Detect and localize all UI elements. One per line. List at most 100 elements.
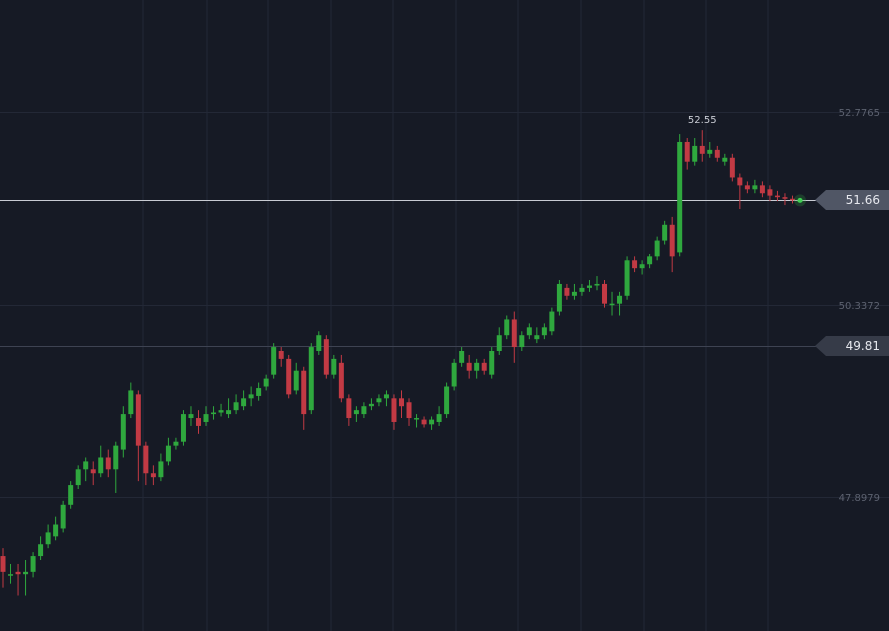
candle-93: [699, 130, 705, 162]
candle-body: [15, 571, 21, 575]
candle-body: [98, 457, 104, 474]
candle-body: [579, 287, 585, 292]
candle-62: [466, 354, 472, 379]
candle-90: [677, 134, 683, 257]
candle-body: [263, 378, 269, 387]
candle-19: [143, 441, 149, 486]
candle-6: [45, 524, 51, 549]
candle-body: [632, 260, 638, 269]
candle-46: [346, 394, 352, 426]
candle-98: [737, 173, 743, 210]
candle-80: [602, 280, 608, 308]
candle-body: [135, 394, 141, 446]
candle-body: [75, 469, 81, 486]
candle-body: [586, 285, 592, 288]
candle-78: [586, 280, 592, 292]
candle-body: [662, 224, 668, 241]
candle-36: [271, 343, 277, 379]
candle-91: [684, 138, 690, 170]
candle-17: [128, 382, 134, 419]
candle-31: [233, 394, 239, 415]
candle-body: [414, 418, 420, 420]
candle-29: [218, 403, 224, 417]
candle-84: [632, 256, 638, 273]
candle-38: [286, 354, 292, 399]
candle-104: [782, 193, 788, 206]
candle-45: [338, 354, 344, 403]
candle-97: [729, 153, 735, 182]
candle-30: [226, 398, 232, 419]
candle-body: [90, 469, 96, 474]
candle-83: [624, 256, 630, 300]
candle-22: [165, 437, 171, 466]
candle-70: [526, 323, 532, 340]
candle-body: [391, 398, 397, 422]
candle-body: [714, 149, 720, 158]
candle-82: [617, 291, 623, 316]
candle-body: [707, 149, 713, 154]
price-labels: 51.66 49.81 52.55: [688, 115, 889, 356]
candle-7: [53, 516, 59, 541]
candle-86: [647, 253, 653, 269]
candle-50: [376, 394, 382, 407]
candle-body: [759, 185, 765, 194]
y-tick-label-1: 50.3372: [839, 301, 880, 312]
y-tick-label-0: 52.7765: [839, 108, 880, 119]
candle-body: [195, 418, 201, 426]
price-tag-label-0: 51.66: [846, 193, 880, 207]
last-price-dot: [797, 197, 803, 203]
candle-51: [383, 390, 389, 407]
candle-60: [451, 358, 457, 391]
candle-28: [211, 406, 217, 420]
candle-body: [399, 398, 404, 407]
candle-body: [83, 461, 89, 470]
candle-87: [654, 236, 660, 261]
candle-body: [346, 398, 352, 419]
candle-64: [481, 358, 487, 375]
candle-96: [722, 153, 728, 166]
candle-body: [639, 264, 645, 269]
candle-8: [60, 500, 66, 533]
candle-body: [256, 388, 262, 396]
candle-body: [692, 145, 698, 162]
candle-body: [617, 295, 623, 304]
candle-48: [361, 402, 367, 419]
candle-body: [624, 260, 630, 296]
candle-body: [323, 339, 329, 375]
candle-body: [331, 358, 337, 375]
candle-34: [256, 382, 262, 401]
candle-14: [105, 449, 111, 478]
candle-body: [173, 441, 179, 446]
candle-body: [233, 402, 239, 411]
candle-79: [594, 276, 600, 291]
candle-68: [511, 311, 517, 363]
candle-27: [203, 406, 209, 426]
candle-69: [519, 331, 525, 351]
price-tag-label-1: 49.81: [846, 339, 880, 353]
candle-body: [466, 362, 472, 371]
candle-body: [248, 394, 254, 399]
candle-body: [669, 224, 675, 257]
candle-body: [767, 189, 773, 196]
candle-body: [541, 327, 547, 336]
candle-57: [429, 416, 435, 430]
candle-body: [293, 370, 299, 391]
candle-body: [278, 350, 284, 359]
candle-body: [113, 445, 119, 470]
candle-body: [729, 157, 735, 178]
candle-body: [271, 347, 277, 375]
candle-body: [744, 185, 750, 190]
candle-body: [789, 198, 795, 201]
candle-body: [782, 197, 788, 199]
candle-body: [489, 350, 495, 375]
candle-body: [286, 358, 292, 395]
candle-53: [399, 390, 404, 419]
candle-body: [368, 403, 374, 407]
candle-9: [68, 481, 74, 509]
candle-body: [8, 574, 14, 576]
candle-59: [444, 382, 450, 419]
candle-body: [564, 287, 570, 296]
candle-body: [383, 394, 389, 399]
